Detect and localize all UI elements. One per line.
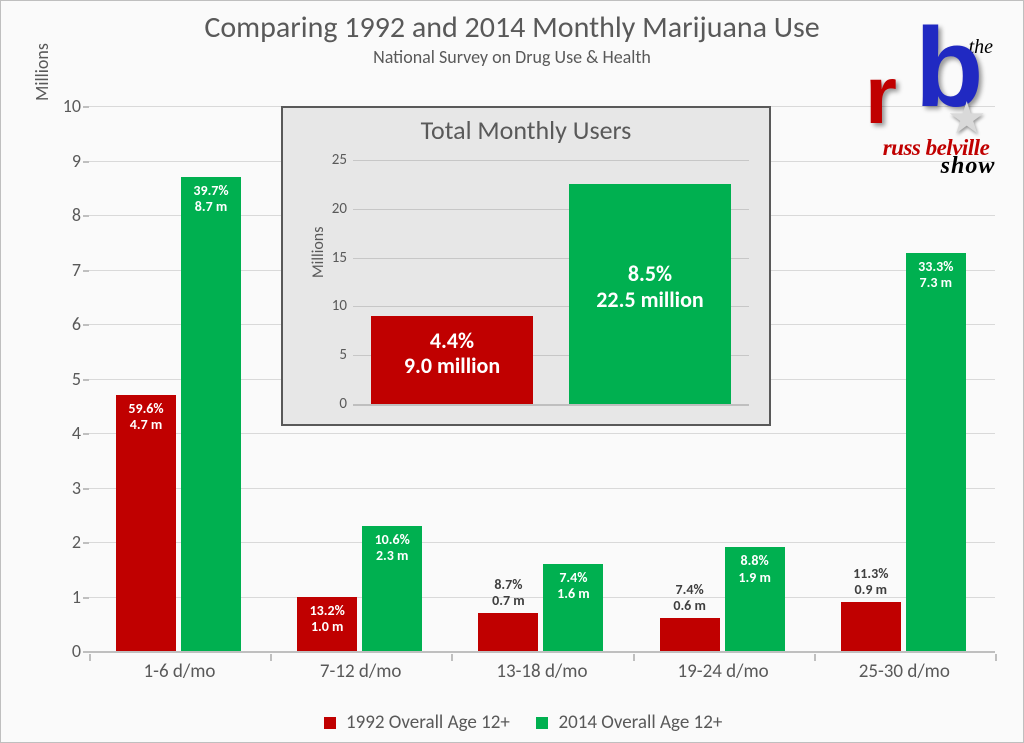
- y-tick-mark: [83, 651, 89, 653]
- bar-1992: 11.3%0.9 m: [841, 602, 901, 651]
- logo-show: show: [861, 157, 1011, 176]
- x-tick-label: 25-30 d/mo: [814, 660, 995, 683]
- bar-label-pct: 11.3%: [841, 566, 901, 582]
- bar-label-pct: 59.6%: [116, 401, 176, 417]
- bar-label-val: 4.7 m: [116, 417, 176, 433]
- y-tick-label: 2: [41, 531, 81, 553]
- legend-swatch-1992: [324, 717, 336, 729]
- inset-title: Total Monthly Users: [283, 108, 769, 146]
- bar-label-pct: 13.2%: [297, 603, 357, 619]
- legend-label-1992: 1992 Overall Age 12+: [346, 711, 510, 734]
- x-axis-labels: 1-6 d/mo7-12 d/mo13-18 d/mo19-24 d/mo25-…: [89, 654, 995, 684]
- bar-2014: 8.8%1.9 m: [725, 547, 785, 651]
- y-tick-label: 10: [41, 95, 81, 117]
- y-tick-label: 0: [41, 640, 81, 662]
- bar-label-val: 2.3 m: [362, 548, 422, 564]
- inset-gridline: [353, 160, 749, 161]
- x-tick-label: 13-18 d/mo: [451, 660, 632, 683]
- bar-group: 11.3%0.9 m33.3%7.3 m: [814, 106, 995, 651]
- y-tick-label: 8: [41, 204, 81, 226]
- bar-label-val: 1.0 m: [297, 619, 357, 635]
- inset-bar-pct: 8.5%: [569, 261, 731, 286]
- y-tick-label: 6: [41, 313, 81, 335]
- inset-y-tick-label: 25: [315, 151, 347, 169]
- y-axis-title: Millions: [31, 43, 53, 101]
- bar-2014: 7.4%1.6 m: [543, 564, 603, 651]
- bar-group: 59.6%4.7 m39.7%8.7 m: [89, 106, 270, 651]
- bar-1992: 8.7%0.7 m: [478, 613, 538, 651]
- bar-label-pct: 8.8%: [725, 553, 785, 569]
- x-tick-label: 1-6 d/mo: [89, 660, 270, 683]
- x-tick-label: 19-24 d/mo: [633, 660, 814, 683]
- y-tick-label: 4: [41, 422, 81, 444]
- logo-rb: r b ★: [861, 55, 1011, 139]
- bar-label-val: 0.6 m: [660, 598, 720, 614]
- bar-label-val: 1.9 m: [725, 570, 785, 586]
- bar-2014: 10.6%2.3 m: [362, 526, 422, 651]
- inset-y-tick-label: 0: [315, 395, 347, 413]
- bar-label-val: 8.7 m: [181, 199, 241, 215]
- logo-r-letter: r: [865, 63, 897, 129]
- bar-2014: 39.7%8.7 m: [181, 177, 241, 651]
- bar-label-val: 0.7 m: [478, 593, 538, 609]
- show-logo: the r b ★ russ belville show: [861, 39, 1011, 177]
- bar-label-pct: 8.7%: [478, 577, 538, 593]
- x-tick-mark: [995, 654, 997, 661]
- bar-label-pct: 39.7%: [181, 183, 241, 199]
- bar-label-pct: 33.3%: [906, 259, 966, 275]
- y-tick-label: 5: [41, 368, 81, 390]
- y-tick-label: 9: [41, 150, 81, 172]
- star-icon: ★: [947, 101, 986, 136]
- bar-label-pct: 7.4%: [543, 570, 603, 586]
- bar-label-val: 0.9 m: [841, 582, 901, 598]
- bar-1992: 59.6%4.7 m: [116, 395, 176, 651]
- y-tick-label: 1: [41, 586, 81, 608]
- inset-bar-1992: 4.4%9.0 million: [371, 316, 533, 404]
- y-tick-label: 3: [41, 477, 81, 499]
- bar-label-val: 1.6 m: [543, 586, 603, 602]
- chart-container: Comparing 1992 and 2014 Monthly Marijuan…: [0, 0, 1024, 743]
- x-tick-label: 7-12 d/mo: [270, 660, 451, 683]
- inset-bar-val: 22.5 million: [569, 287, 731, 312]
- inset-plot-area: 05101520254.4%9.0 million8.5%22.5 millio…: [353, 160, 749, 406]
- legend-label-2014: 2014 Overall Age 12+: [558, 711, 722, 734]
- inset-bar-val: 9.0 million: [371, 353, 533, 378]
- inset-bar-pct: 4.4%: [371, 328, 533, 353]
- bar-label-pct: 7.4%: [660, 582, 720, 598]
- inset-y-tick-label: 10: [315, 297, 347, 315]
- legend: 1992 Overall Age 12+ 2014 Overall Age 12…: [1, 711, 1023, 734]
- y-tick-label: 7: [41, 259, 81, 281]
- legend-swatch-2014: [536, 717, 548, 729]
- inset-y-tick-label: 5: [315, 346, 347, 364]
- inset-y-tick-label: 20: [315, 200, 347, 218]
- bar-1992: 13.2%1.0 m: [297, 597, 357, 652]
- bar-label-pct: 10.6%: [362, 532, 422, 548]
- inset-chart: Total Monthly Users Millions 05101520254…: [281, 106, 771, 426]
- bar-1992: 7.4%0.6 m: [660, 618, 720, 651]
- bar-label-val: 7.3 m: [906, 275, 966, 291]
- inset-y-tick-label: 15: [315, 249, 347, 267]
- inset-bar-2014: 8.5%22.5 million: [569, 184, 731, 404]
- bar-2014: 33.3%7.3 m: [906, 253, 966, 651]
